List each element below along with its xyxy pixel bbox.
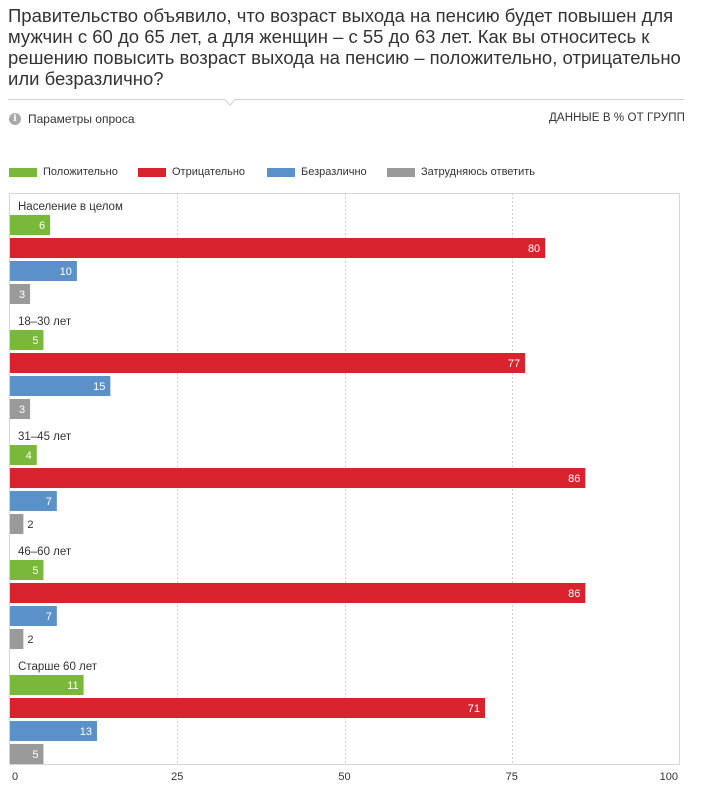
legend-swatch-unsure: [387, 168, 415, 177]
bar: [10, 261, 77, 281]
group-label: 18–30 лет: [18, 316, 72, 328]
bar-value-label: 5: [32, 565, 38, 577]
bar: [10, 675, 84, 695]
legend-swatch-positive: [9, 168, 37, 177]
bar-value-label: 4: [26, 450, 32, 462]
legend-label-positive: Положительно: [43, 166, 118, 178]
bar: [10, 583, 586, 603]
bar: [10, 514, 24, 534]
bar: [10, 215, 51, 235]
group-label: 46–60 лет: [18, 546, 72, 558]
bar: [10, 721, 97, 741]
group-label: Население в целом: [18, 201, 123, 213]
legend-label-indifferent: Безразлично: [301, 166, 367, 178]
bar: [10, 629, 24, 649]
bar: [10, 445, 37, 465]
bar-value-label: 5: [32, 749, 38, 761]
bar-value-label: 5: [32, 335, 38, 347]
params-divider-left: [8, 99, 224, 100]
bar-value-label: 3: [19, 289, 25, 301]
bar: [10, 560, 44, 580]
bar-value-label: 7: [46, 496, 52, 508]
bar-value-label: 86: [568, 588, 580, 600]
legend-label-negative: Отрицательно: [172, 166, 246, 178]
bar-value-label: 10: [60, 266, 72, 278]
legend-swatch-negative: [138, 168, 166, 177]
bar-value-label: 15: [93, 381, 105, 393]
survey-question: Правительство объявило, что возраст выхо…: [8, 5, 681, 89]
bar: [10, 399, 31, 419]
bar: [10, 238, 546, 258]
bar: [10, 606, 57, 626]
bar-value-label: 2: [27, 634, 33, 646]
bar: [10, 468, 586, 488]
legend-swatch-indifferent: [267, 168, 295, 177]
bar: [10, 353, 526, 373]
bar: [10, 491, 57, 511]
data-units-label: ДАННЫЕ В % ОТ ГРУПП: [549, 112, 685, 124]
x-tick-label-100: 100: [660, 771, 678, 783]
bar-value-label: 13: [80, 726, 92, 738]
bar: [10, 284, 31, 304]
bar-value-label: 11: [67, 680, 78, 692]
x-tick-label-0: 0: [12, 771, 18, 783]
bar-value-label: 71: [468, 703, 480, 715]
params-divider-right: [236, 99, 684, 100]
bar-value-label: 7: [46, 611, 52, 623]
bar-value-label: 2: [27, 519, 33, 531]
bar-value-label: 77: [508, 358, 520, 370]
legend-label-unsure: Затрудняюсь ответить: [421, 166, 536, 178]
bar: [10, 376, 111, 396]
x-tick-label-75: 75: [506, 771, 518, 783]
bar-value-label: 6: [39, 220, 45, 232]
group-label: 31–45 лет: [18, 431, 72, 443]
group-label: Старше 60 лет: [18, 661, 98, 673]
x-tick-label-25: 25: [171, 771, 183, 783]
x-tick-label-50: 50: [338, 771, 350, 783]
params-notch-icon: [224, 98, 236, 106]
survey-params-link[interactable]: Параметры опроса: [28, 112, 135, 126]
plot-frame: [9, 193, 680, 765]
info-icon[interactable]: i: [9, 113, 21, 125]
bar-value-label: 86: [568, 473, 580, 485]
bar: [10, 698, 485, 718]
bar: [10, 330, 44, 350]
bar-value-label: 80: [528, 243, 540, 255]
bar: [10, 744, 44, 764]
bar-value-label: 3: [19, 404, 25, 416]
